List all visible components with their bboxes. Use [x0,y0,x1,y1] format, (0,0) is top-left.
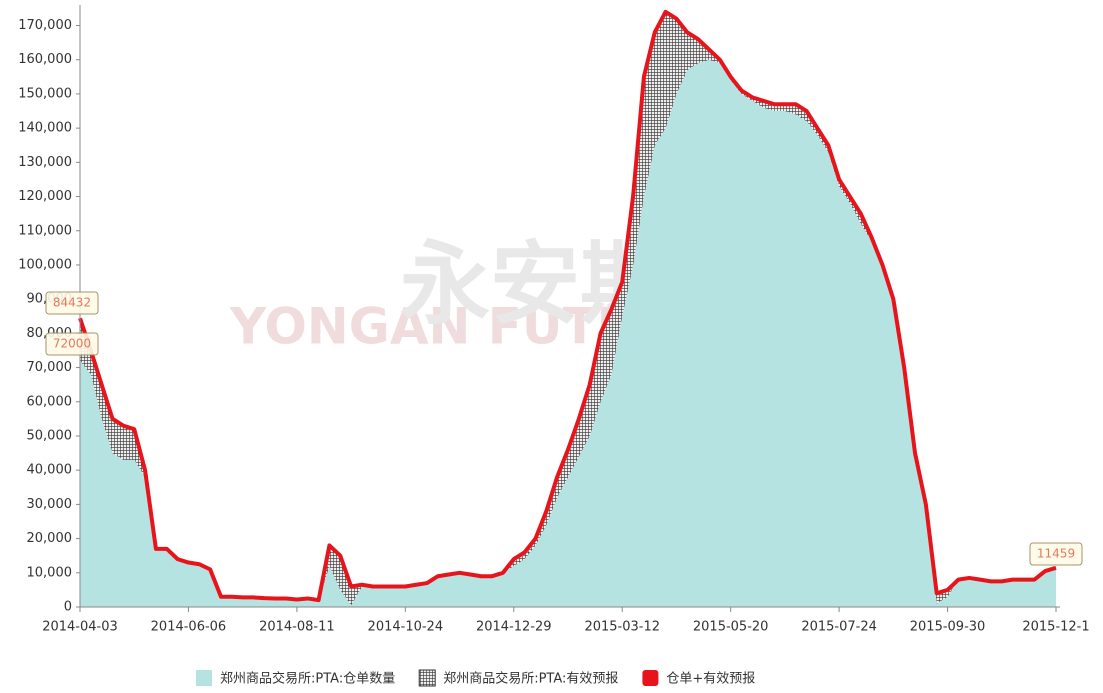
value-label-box [45,291,99,315]
y-tick-label: 160,000 [18,52,72,67]
y-tick-label: 40,000 [27,463,73,478]
y-tick-label: 110,000 [18,223,72,238]
legend-swatch [642,670,659,686]
y-tick-label: 10,000 [27,565,73,580]
legend-label: 仓单+有效预报 [666,672,755,687]
value-label-box [1029,542,1083,566]
x-tick-label: 2014-04-03 [42,620,118,635]
x-tick-label: 2015-03-12 [584,620,660,635]
value-label: 84432 [53,296,91,310]
y-tick-label: 140,000 [18,121,72,136]
x-tick-label: 2015-12-1 [1022,620,1089,635]
receipts-area [80,59,1056,607]
value-label-box [45,332,99,356]
x-tick-label: 2015-09-30 [910,620,986,635]
x-tick-label: 2014-08-11 [259,620,335,635]
value-label: 72000 [53,337,91,351]
x-tick-label: 2014-06-06 [151,620,227,635]
y-tick-label: 50,000 [27,428,73,443]
legend-label: 郑州商品交易所:PTA:仓单数量 [220,671,395,687]
legend-swatch [196,670,212,686]
y-tick-label: 20,000 [27,531,73,546]
x-tick-label: 2014-10-24 [368,620,444,635]
y-tick-label: 60,000 [27,394,73,409]
x-tick-label: 2015-05-20 [693,620,769,635]
legend-swatch [418,669,436,687]
y-tick-label: 170,000 [18,18,72,33]
total-line [78,9,1057,603]
y-tick-label: 150,000 [18,86,72,101]
value-label: 11459 [1037,547,1075,561]
y-tick-label: 0 [64,600,72,615]
y-tick-label: 130,000 [18,155,72,170]
y-tick-label: 100,000 [18,257,72,272]
y-tick-label: 120,000 [18,189,72,204]
y-tick-label: 70,000 [27,360,73,375]
y-tick-label: 30,000 [27,497,73,512]
legend-label: 郑州商品交易所:PTA:有效预报 [443,671,618,687]
x-tick-label: 2015-07-24 [801,620,877,635]
x-tick-label: 2014-12-29 [476,620,552,635]
